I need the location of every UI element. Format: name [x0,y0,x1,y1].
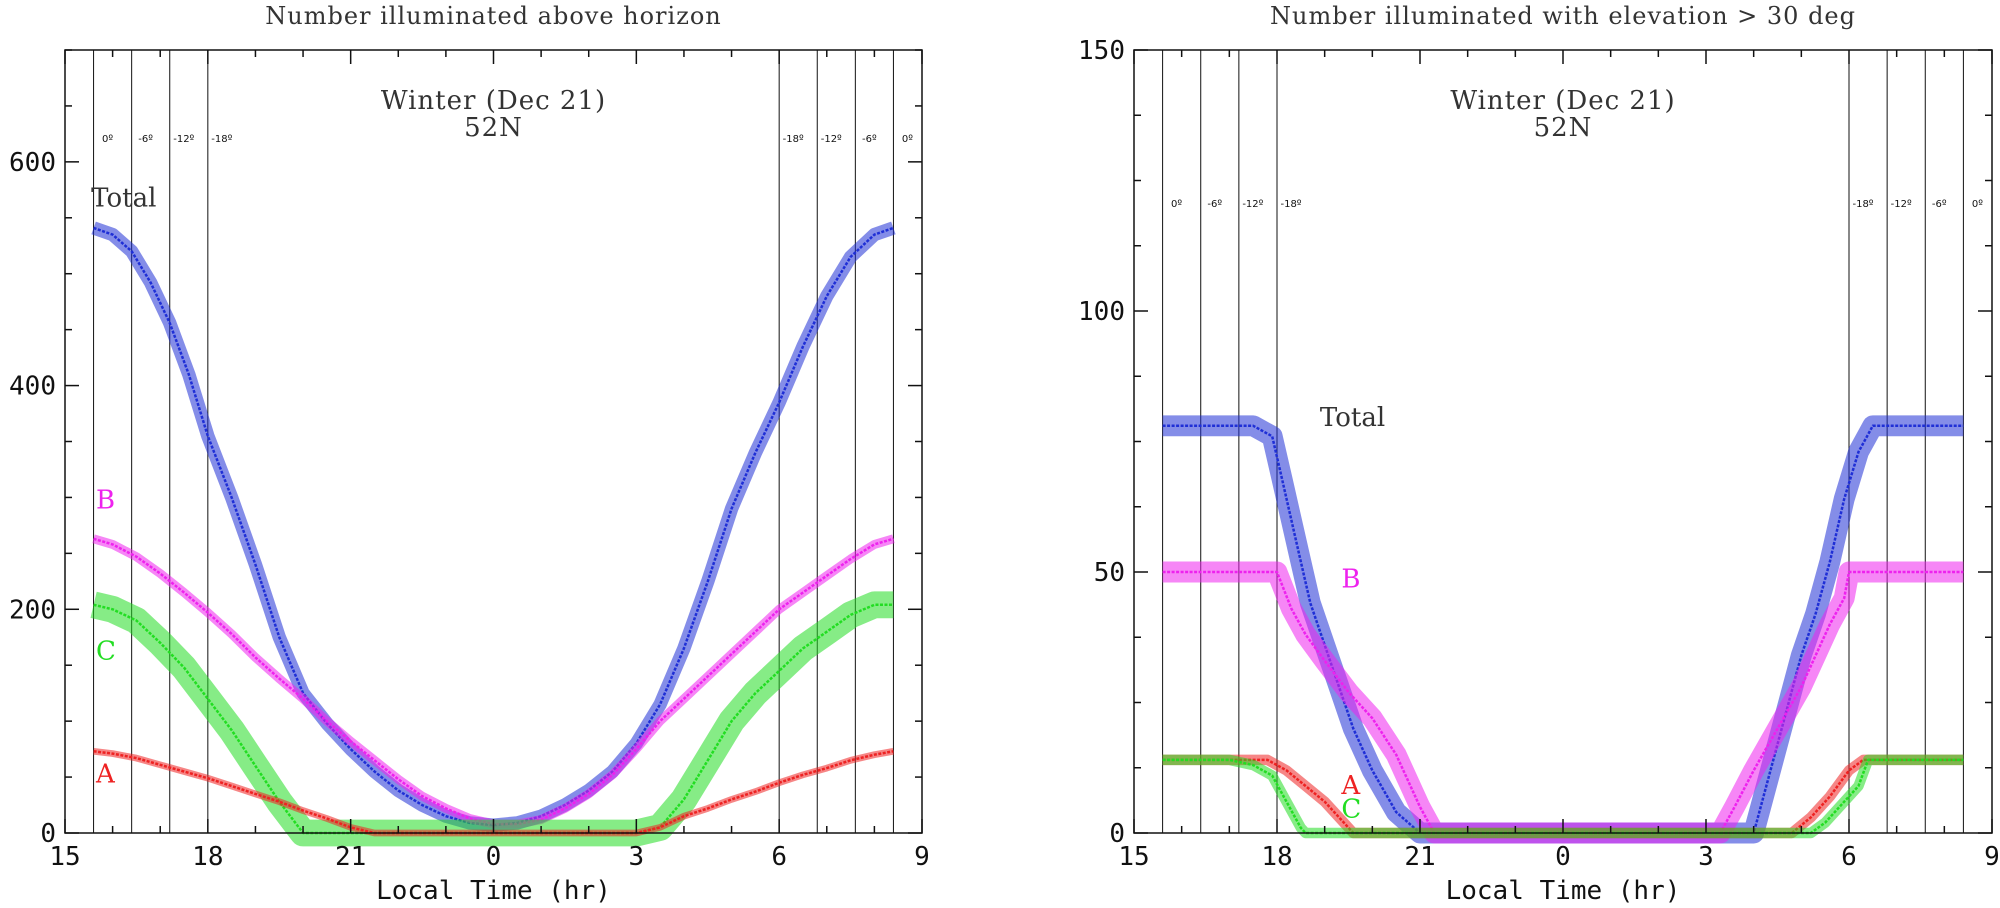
twilight-label: -6º [1207,199,1222,210]
chart-title: Number illuminated with elevation > 30 d… [1270,2,1856,30]
x-tick-label: 21 [1404,842,1435,872]
series-label-a: A [95,760,116,790]
twilight-label: -6º [138,134,153,145]
x-tick-label: 18 [192,842,223,872]
y-tick-label: 150 [1078,36,1125,66]
x-tick-label: 9 [1984,842,2000,872]
series-line-c [93,603,894,835]
season-annotation: Winter (Dec 21) [1450,86,1675,116]
y-tick-label: 100 [1078,297,1125,327]
season-annotation: 52N [464,113,523,143]
x-axis-label: Local Time (hr) [1446,876,1681,906]
series-label-total: Total [1320,403,1385,433]
twilight-label: -18º [783,134,804,145]
x-tick-label: 3 [1698,842,1714,872]
twilight-label: -12º [1242,199,1263,210]
twilight-label: -6º [1932,199,1947,210]
x-tick-label: 0 [486,842,502,872]
twilight-label: -18º [1280,199,1301,210]
season-annotation: Winter (Dec 21) [381,86,606,116]
x-tick-label: 0 [1555,842,1571,872]
y-tick-label: 400 [9,372,56,402]
twilight-label: 0º [1171,199,1182,210]
x-tick-label: 6 [771,842,787,872]
series-label-c: C [96,637,116,667]
series-label-b: B [96,486,115,516]
twilight-label: 0º [902,134,913,145]
chart-title: Number illuminated above horizon [265,2,722,30]
series-band-c [90,591,894,847]
x-tick-label: 15 [49,842,80,872]
y-tick-label: 0 [1109,819,1125,849]
series-label-c: C [1341,794,1361,824]
series-line-c [1162,758,1964,835]
twilight-label: -12º [821,134,842,145]
twilight-label: -6º [862,134,877,145]
x-tick-label: 18 [1261,842,1292,872]
y-tick-label: 600 [9,148,56,178]
x-tick-label: 9 [914,842,930,872]
twilight-label: -12º [1891,199,1912,210]
x-tick-label: 21 [335,842,366,872]
twilight-label: 0º [102,134,113,145]
series-line-total [93,226,894,827]
season-annotation: 52N [1534,113,1593,143]
x-tick-label: 15 [1118,842,1149,872]
y-tick-label: 0 [40,819,56,849]
series-line-a [1162,758,1964,835]
series-band-total [91,221,896,832]
twilight-label: -18º [211,134,232,145]
series-label-b: B [1341,565,1360,595]
y-tick-label: 200 [9,595,56,625]
twilight-label: -12º [173,134,194,145]
series-label-a: A [1340,771,1361,801]
x-tick-label: 6 [1841,842,1857,872]
y-tick-label: 50 [1094,558,1125,588]
plot-frame [64,49,923,834]
twilight-label: -18º [1852,199,1873,210]
x-tick-label: 3 [629,842,645,872]
right-chart-panel: Number illuminated with elevation > 30 d… [1078,2,2000,906]
x-axis-label: Local Time (hr) [376,876,611,906]
twilight-label: 0º [1972,199,1983,210]
series-label-total: Total [91,184,156,214]
left-chart-panel: Number illuminated above horizon 0º -6º -12… [9,2,930,906]
